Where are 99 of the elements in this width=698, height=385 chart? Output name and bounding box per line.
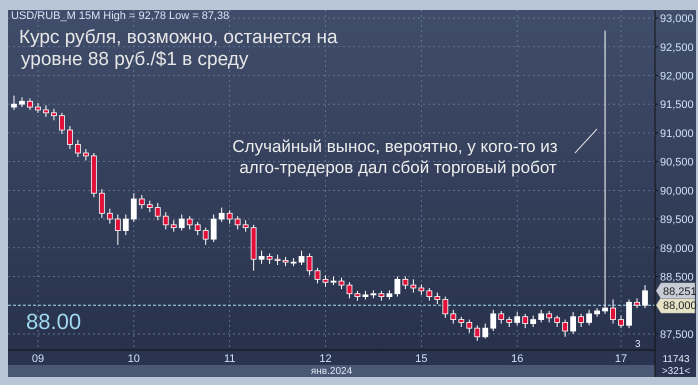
candlestick (266, 253, 272, 264)
y-tick-label: 89,000 (660, 242, 694, 255)
candlestick (482, 323, 488, 340)
candlestick (258, 250, 265, 264)
y-tick-label: 92,000 (660, 70, 694, 82)
chart-subtitle: USD/RUB_M 15M High = 92,78 Low = 87,38 (11, 10, 230, 22)
candlestick (194, 221, 201, 236)
candlestick (146, 200, 153, 213)
candlestick (202, 227, 209, 246)
candlestick (218, 207, 225, 222)
candlestick (442, 296, 448, 318)
candlestick (434, 292, 440, 305)
candlestick (210, 214, 217, 243)
candlestick (27, 98, 33, 110)
candlestick (546, 310, 552, 323)
candlestick (162, 212, 169, 230)
candlestick (242, 220, 249, 232)
annotation: 3 (635, 339, 641, 350)
candlestick (514, 312, 520, 326)
annotation: 88.00 (26, 309, 82, 334)
candlestick (418, 284, 424, 296)
text: 11743 (662, 354, 690, 365)
y-tick-label: 92,500 (660, 42, 694, 54)
candlestick (386, 290, 392, 300)
x-tick-label: 15 (415, 353, 428, 365)
candlestick (186, 216, 193, 230)
annotation: Случайный вынос, вероятно, у кого-то из алго-тредеров дал сбой торговый робот (232, 137, 558, 177)
candlestick (59, 112, 65, 135)
candlestick (178, 214, 185, 232)
candlestick (138, 194, 145, 210)
candlestick (35, 102, 41, 114)
y-tick-label: 89,500 (660, 214, 694, 226)
y-tick-label: 91,000 (660, 128, 694, 140)
candlestick (506, 316, 512, 328)
candlestick (458, 316, 464, 328)
candlestick (322, 274, 328, 288)
x-tick-label: 17 (614, 353, 628, 365)
candlestick (114, 214, 121, 246)
x-tick-label: 09 (32, 353, 44, 365)
candlestick (426, 287, 432, 302)
y-tick-label: 90,500 (660, 156, 694, 169)
x-tick-label: 16 (511, 353, 524, 365)
candlestick (282, 256, 288, 267)
candlestick (522, 313, 528, 329)
text: Курс рубля, возможно, останется на уровне 88 руб./$1 в среду (19, 27, 338, 70)
y-tick-label: 87,500 (660, 328, 694, 341)
candlestick (538, 309, 544, 323)
x-axis-title: янв.2024 (310, 366, 353, 377)
candlestick (306, 253, 312, 276)
candlestick (74, 139, 81, 158)
candlestick (226, 210, 233, 224)
candlestick (570, 312, 576, 334)
candlestick (338, 277, 344, 290)
y-tick-label: 91,500 (660, 99, 694, 112)
candlestick (610, 298, 616, 324)
candlestick (234, 216, 241, 230)
candlestick (98, 188, 105, 218)
x-tick-label: 12 (319, 353, 332, 365)
candlestick (154, 202, 161, 221)
candlestick (626, 298, 632, 329)
candlestick (130, 192, 137, 222)
candlestick (67, 126, 73, 150)
y-tick-label: 90,000 (660, 185, 694, 198)
candlestick (122, 214, 129, 236)
text: >321< (662, 366, 690, 377)
x-tick-label: 10 (128, 353, 140, 365)
candlestick (82, 148, 89, 161)
candlestick (634, 298, 640, 309)
candlestick (106, 208, 113, 224)
candlestick (410, 278, 416, 294)
candlestick (578, 313, 584, 328)
candlestick (274, 254, 280, 266)
candlestick (618, 315, 624, 329)
y-tick-label: 93,000 (660, 13, 694, 26)
candlestick (51, 108, 57, 121)
candlestick (586, 309, 592, 326)
candlestick (466, 319, 472, 334)
candlestick (19, 96, 25, 108)
candlestick (474, 324, 480, 342)
candlestick (602, 30, 608, 314)
y-tick-label: 88,500 (660, 271, 694, 284)
candlestick (378, 290, 384, 302)
x-tick-label: 11 (224, 353, 236, 365)
candlestick (354, 290, 360, 302)
candlestick (11, 95, 17, 110)
candlestick (394, 276, 400, 298)
candlestick (554, 315, 560, 328)
candlestick (346, 282, 352, 299)
candlestick (562, 319, 568, 338)
candlestick (530, 315, 536, 328)
candlestick (298, 250, 304, 266)
candlestick (450, 309, 456, 324)
candlestick (490, 309, 496, 332)
candlestick (314, 267, 320, 284)
candlestick (170, 220, 177, 232)
candlestick (642, 284, 648, 309)
candlestick (498, 310, 504, 324)
candlestick (402, 276, 408, 290)
candlestick (43, 104, 49, 118)
